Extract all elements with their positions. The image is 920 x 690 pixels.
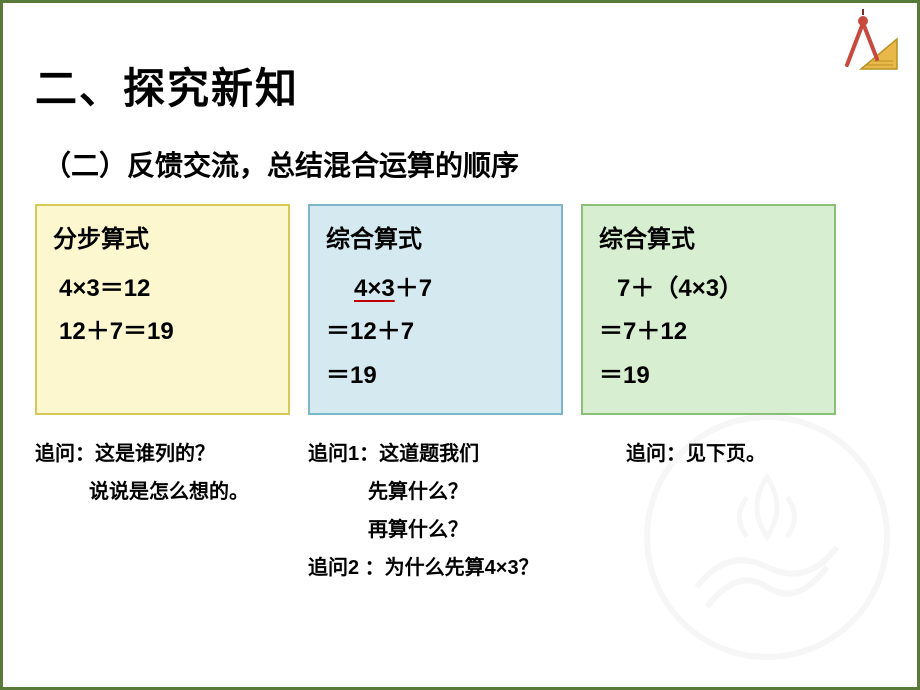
card-combined-b: 综合算式 7＋（4×3） ＝7＋12 ＝19 (581, 204, 836, 415)
underlined-term: 4×3 (354, 275, 395, 302)
question-text: 追问：这是谁列的？ (35, 435, 290, 473)
equation-line: 12＋7＝19 (59, 310, 272, 353)
question-col-3: 追问：见下页。 (626, 435, 826, 587)
question-text: 说说是怎么想的。 (89, 473, 290, 511)
card-title: 综合算式 (599, 218, 818, 261)
slide-frame: 二、探究新知 （二）反馈交流，总结混合运算的顺序 分步算式 4×3＝12 12＋… (0, 0, 920, 690)
equation-line: ＝19 (326, 354, 545, 397)
equation-line: 4×3＋7 (354, 267, 545, 310)
question-col-1: 追问：这是谁列的？ 说说是怎么想的。 (35, 435, 290, 587)
equation-line: 4×3＝12 (59, 267, 272, 310)
question-text: 追问2 ：为什么先算4×3？ (308, 549, 608, 587)
section-title: 二、探究新知 (35, 55, 885, 116)
equation-line: 7＋（4×3） (617, 267, 818, 310)
question-text: 先算什么？ (368, 473, 608, 511)
expr-rest: ＋7 (395, 275, 432, 302)
equation-line: ＝12＋7 (326, 310, 545, 353)
section-subtitle: （二）反馈交流，总结混合运算的顺序 (43, 144, 885, 184)
cards-row: 分步算式 4×3＝12 12＋7＝19 综合算式 4×3＋7 ＝12＋7 ＝19… (35, 204, 885, 415)
equation-line: ＝19 (599, 354, 818, 397)
question-text: 追问1：这道题我们 (308, 435, 608, 473)
question-col-2: 追问1：这道题我们 先算什么？ 再算什么？ 追问2 ：为什么先算4×3？ (308, 435, 608, 587)
card-combined-a: 综合算式 4×3＋7 ＝12＋7 ＝19 (308, 204, 563, 415)
card-stepwise: 分步算式 4×3＝12 12＋7＝19 (35, 204, 290, 415)
equation-line: ＝7＋12 (599, 310, 818, 353)
questions-row: 追问：这是谁列的？ 说说是怎么想的。 追问1：这道题我们 先算什么？ 再算什么？… (35, 435, 885, 587)
tools-icon (833, 9, 903, 79)
card-title: 综合算式 (326, 218, 545, 261)
question-text: 再算什么？ (368, 511, 608, 549)
card-title: 分步算式 (53, 218, 272, 261)
question-text: 追问：见下页。 (626, 435, 826, 473)
